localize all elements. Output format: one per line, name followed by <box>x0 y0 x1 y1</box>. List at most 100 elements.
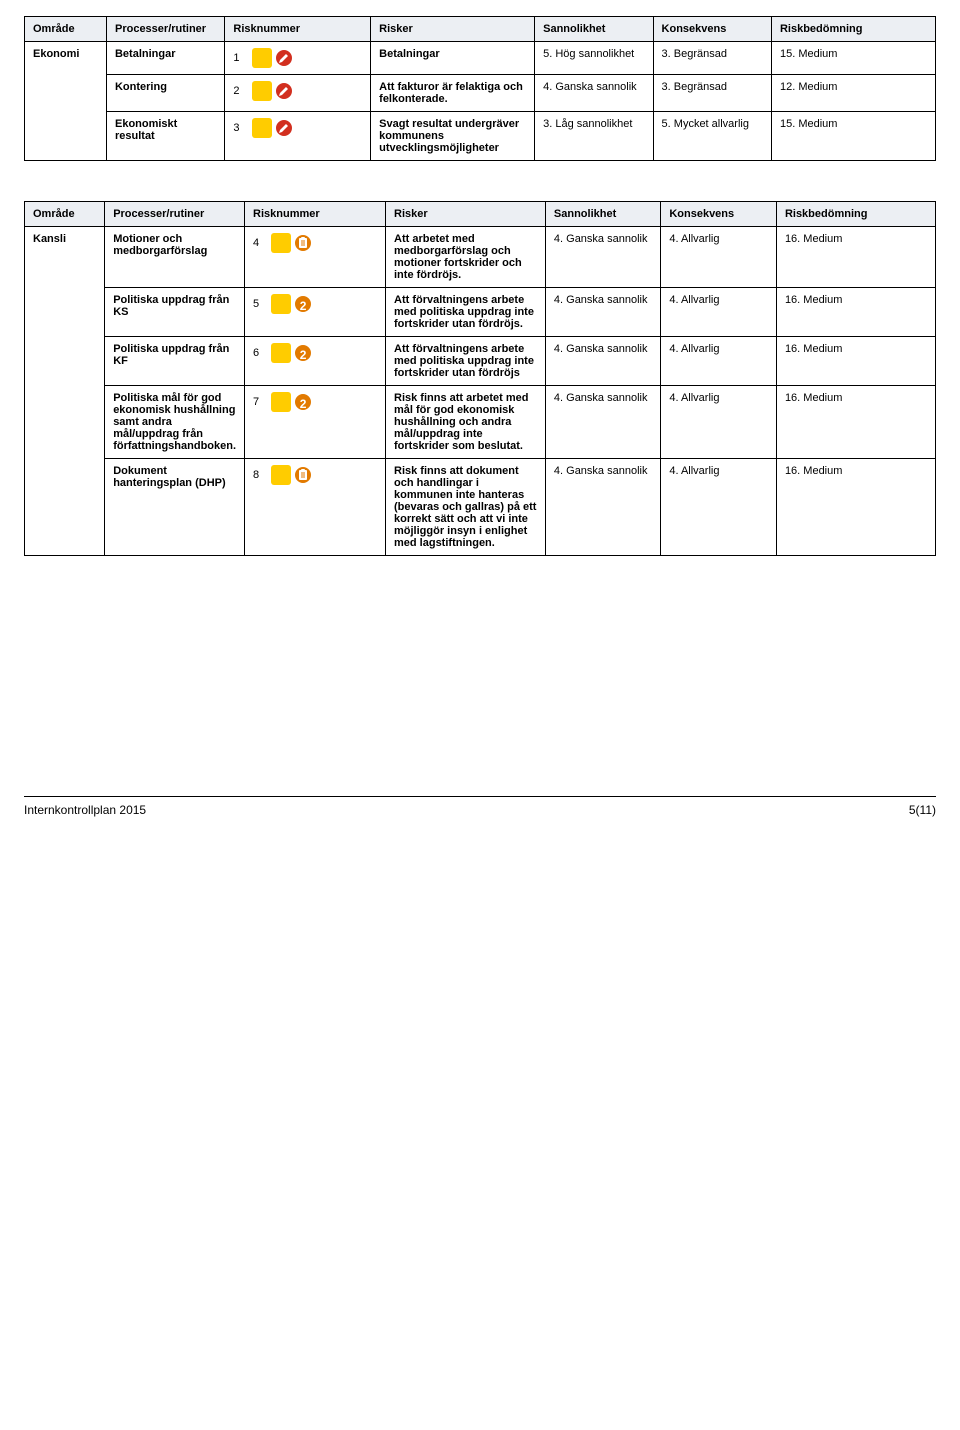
risknummer-cell: 4 <box>245 227 386 288</box>
riskbedomning-cell: 16. Medium <box>776 288 935 337</box>
col-konsekvens: Konsekvens <box>661 202 777 227</box>
table-row: EkonomiBetalningar1Betalningar5. Hög san… <box>25 42 936 75</box>
risk-color-badge <box>271 343 291 363</box>
col-risker: Risker <box>371 17 535 42</box>
col-risker: Risker <box>386 202 546 227</box>
table-header-row: Område Processer/rutiner Risknummer Risk… <box>25 17 936 42</box>
risk-number: 6 <box>253 347 259 359</box>
risk-cell: Betalningar <box>371 42 535 75</box>
table-row: Kontering 2 Att fakturor är felaktiga och … <box>25 75 936 112</box>
col-process: Processer/rutiner <box>105 202 245 227</box>
riskbedomning-cell: 16. Medium <box>776 386 935 459</box>
risk-color-badge <box>271 294 291 314</box>
risknummer-cell: 72 <box>245 386 386 459</box>
col-risknummer: Risknummer <box>225 17 371 42</box>
risk-number: 5 <box>253 298 259 310</box>
risk-number: 8 <box>253 469 259 481</box>
riskbedomning-cell: 15. Medium <box>771 42 935 75</box>
konsekvens-cell: 4. Allvarlig <box>661 288 777 337</box>
sannolikhet-cell: 4. Ganska sannolik <box>545 337 660 386</box>
risk-number: 1 <box>233 52 239 64</box>
riskbedomning-cell: 16. Medium <box>776 227 935 288</box>
konsekvens-cell: 5. Mycket allvarlig <box>653 112 771 161</box>
sannolikhet-cell: 4. Ganska sannolik <box>545 459 660 556</box>
riskbedomning-cell: 16. Medium <box>776 337 935 386</box>
col-omrade: Område <box>25 17 107 42</box>
risk-status-icon <box>274 81 294 101</box>
risk-table-2: Område Processer/rutiner Risknummer Risk… <box>24 201 936 556</box>
table-row: Politiska uppdrag från KS52Att förvaltni… <box>25 288 936 337</box>
risk-status-icon <box>293 465 313 485</box>
risk-status-icon <box>274 118 294 138</box>
risknummer-cell: 52 <box>245 288 386 337</box>
col-sannolikhet: Sannolikhet <box>545 202 660 227</box>
sannolikhet-cell: 5. Hög sannolikhet <box>535 42 653 75</box>
risknummer-cell: 8 <box>245 459 386 556</box>
process-cell: Ekonomiskt resultat <box>106 112 224 161</box>
risk-number: 7 <box>253 396 259 408</box>
page-footer: Internkontrollplan 2015 5(11) <box>24 796 936 817</box>
risk-color-badge <box>271 465 291 485</box>
col-process: Processer/rutiner <box>106 17 224 42</box>
process-cell: Politiska uppdrag från KF <box>105 337 245 386</box>
risk-color-badge <box>271 392 291 412</box>
sannolikhet-cell: 4. Ganska sannolik <box>545 386 660 459</box>
risknummer-cell: 3 <box>225 112 371 161</box>
risknummer-cell: 2 <box>225 75 371 112</box>
risk-status-icon: 2 <box>293 343 313 363</box>
table1-body: EkonomiBetalningar1Betalningar5. Hög san… <box>25 42 936 161</box>
risknummer-cell: 62 <box>245 337 386 386</box>
process-cell: Politiska uppdrag från KS <box>105 288 245 337</box>
risk-status-icon <box>293 233 313 253</box>
risk-color-badge <box>252 118 272 138</box>
process-cell: Kontering <box>106 75 224 112</box>
konsekvens-cell: 3. Begränsad <box>653 42 771 75</box>
konsekvens-cell: 3. Begränsad <box>653 75 771 112</box>
sannolikhet-cell: 4. Ganska sannolik <box>545 227 660 288</box>
table-row: Politiska mål för god ekonomisk hushålln… <box>25 386 936 459</box>
risk-status-icon: 2 <box>293 294 313 314</box>
risk-cell: Svagt resultat undergräver kommunens utv… <box>371 112 535 161</box>
process-cell: Betalningar <box>106 42 224 75</box>
risk-number: 3 <box>233 122 239 134</box>
risk-color-badge <box>252 81 272 101</box>
table-row: Dokument hanteringsplan (DHP) 8 Risk finns… <box>25 459 936 556</box>
process-cell: Dokument hanteringsplan (DHP) <box>105 459 245 556</box>
risk-cell: Risk finns att dokument och handlingar i… <box>386 459 546 556</box>
sannolikhet-cell: 3. Låg sannolikhet <box>535 112 653 161</box>
table-row: KansliMotioner och medborgarförslag4Att … <box>25 227 936 288</box>
col-riskbed: Riskbedömning <box>776 202 935 227</box>
riskbedomning-cell: 15. Medium <box>771 112 935 161</box>
sannolikhet-cell: 4. Ganska sannolik <box>545 288 660 337</box>
riskbedomning-cell: 12. Medium <box>771 75 935 112</box>
sannolikhet-cell: 4. Ganska sannolik <box>535 75 653 112</box>
risk-number: 4 <box>253 237 259 249</box>
konsekvens-cell: 4. Allvarlig <box>661 386 777 459</box>
table-row: Politiska uppdrag från KF62Att förvaltni… <box>25 337 936 386</box>
konsekvens-cell: 4. Allvarlig <box>661 337 777 386</box>
konsekvens-cell: 4. Allvarlig <box>661 227 777 288</box>
col-omrade: Område <box>25 202 105 227</box>
col-risknummer: Risknummer <box>245 202 386 227</box>
process-cell: Politiska mål för god ekonomisk hushålln… <box>105 386 245 459</box>
risknummer-cell: 1 <box>225 42 371 75</box>
konsekvens-cell: 4. Allvarlig <box>661 459 777 556</box>
table2-body: KansliMotioner och medborgarförslag4Att … <box>25 227 936 556</box>
footer-title: Internkontrollplan 2015 <box>24 803 146 817</box>
risk-status-icon: 2 <box>293 392 313 412</box>
col-sannolikhet: Sannolikhet <box>535 17 653 42</box>
table-row: Ekonomiskt resultat 3 Svagt resultat under… <box>25 112 936 161</box>
risk-color-badge <box>271 233 291 253</box>
col-konsekvens: Konsekvens <box>653 17 771 42</box>
risk-cell: Att fakturor är felaktiga och felkontera… <box>371 75 535 112</box>
col-riskbed: Riskbedömning <box>771 17 935 42</box>
risk-cell: Att förvaltningens arbete med politiska … <box>386 288 546 337</box>
footer-page: 5(11) <box>909 803 936 817</box>
area-cell: Ekonomi <box>25 42 107 161</box>
risk-cell: Risk finns att arbetet med mål för god e… <box>386 386 546 459</box>
risk-number: 2 <box>233 85 239 97</box>
risk-cell: Att förvaltningens arbete med politiska … <box>386 337 546 386</box>
risk-status-icon <box>274 48 294 68</box>
area-cell: Kansli <box>25 227 105 556</box>
risk-table-1: Område Processer/rutiner Risknummer Risk… <box>24 16 936 161</box>
